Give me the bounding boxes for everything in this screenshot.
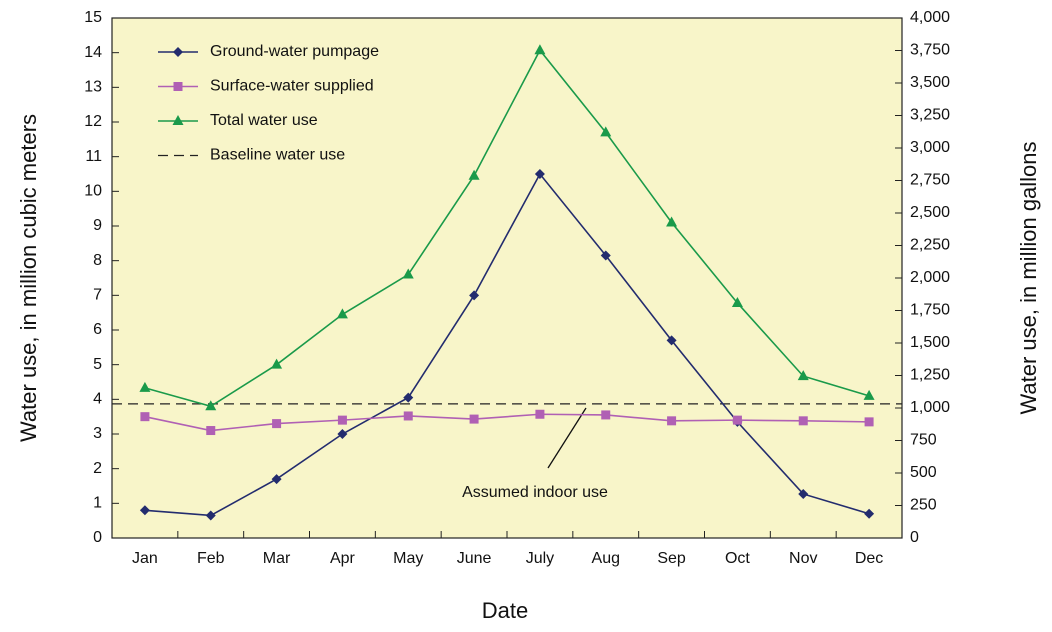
point bbox=[205, 510, 216, 521]
y-tick-label: 12 bbox=[84, 113, 102, 130]
x-axis-label: Date bbox=[482, 598, 528, 623]
x-tick-label: Sep bbox=[657, 550, 686, 567]
y-tick-label: 2 bbox=[93, 460, 102, 477]
y2-tick-label: 3,500 bbox=[910, 74, 950, 91]
y2-tick-label: 1,250 bbox=[910, 367, 950, 384]
y-tick-label: 13 bbox=[84, 79, 102, 96]
point bbox=[534, 44, 546, 55]
legend-label: Baseline water use bbox=[210, 147, 345, 164]
y-tick-label: 6 bbox=[93, 321, 102, 338]
point bbox=[337, 429, 348, 439]
y2-tick-label: 1,500 bbox=[910, 334, 950, 351]
point bbox=[139, 505, 150, 516]
y-tick-label: 1 bbox=[93, 495, 102, 512]
x-tick-label: Dec bbox=[855, 550, 883, 567]
y2-axis-label: Water use, in million gallons bbox=[1016, 141, 1041, 414]
y2-tick-label: 250 bbox=[910, 497, 937, 514]
x-tick-label: Mar bbox=[263, 550, 291, 567]
legend-label: Surface-water supplied bbox=[210, 78, 374, 95]
y-tick-label: 11 bbox=[85, 148, 102, 165]
point bbox=[798, 488, 809, 499]
x-tick-label: Oct bbox=[725, 550, 750, 567]
point bbox=[402, 268, 414, 279]
y2-tick-label: 2,500 bbox=[910, 204, 950, 221]
point bbox=[469, 290, 480, 301]
point bbox=[206, 426, 216, 436]
annotation-pointer bbox=[547, 407, 587, 469]
x-tick-label: Nov bbox=[789, 550, 817, 567]
point bbox=[601, 410, 611, 420]
y-tick-label: 8 bbox=[93, 252, 102, 269]
series-line bbox=[144, 172, 870, 517]
series-line bbox=[144, 48, 870, 408]
point bbox=[666, 335, 677, 346]
y-tick-label: 14 bbox=[84, 44, 102, 61]
point bbox=[864, 417, 874, 427]
y2-tick-label: 3,250 bbox=[910, 107, 950, 124]
point bbox=[403, 392, 414, 403]
y-tick-label: 7 bbox=[93, 287, 102, 304]
y-tick-label: 9 bbox=[93, 217, 102, 234]
point bbox=[864, 508, 875, 519]
legend-marker bbox=[172, 115, 184, 125]
x-tick-label: Jan bbox=[132, 550, 158, 567]
y2-tick-label: 1,750 bbox=[910, 302, 950, 319]
y2-tick-label: 2,000 bbox=[910, 269, 950, 286]
y2-tick-label: 3,750 bbox=[910, 42, 950, 59]
point bbox=[140, 412, 150, 422]
y2-tick-label: 2,750 bbox=[910, 172, 950, 189]
x-tick-label: Feb bbox=[197, 550, 225, 567]
x-tick-label: Aug bbox=[592, 550, 620, 567]
point bbox=[336, 308, 348, 319]
point bbox=[272, 419, 282, 429]
x-tick-label: June bbox=[457, 550, 492, 567]
point bbox=[731, 296, 743, 307]
point bbox=[732, 415, 742, 425]
legend-label: Total water use bbox=[210, 112, 318, 129]
legend-label: Ground-water pumpage bbox=[210, 43, 379, 60]
series-line bbox=[144, 413, 870, 432]
y2-tick-label: 4,000 bbox=[910, 9, 950, 26]
point bbox=[600, 126, 612, 137]
y-tick-label: 3 bbox=[93, 425, 102, 442]
point bbox=[468, 169, 480, 180]
point bbox=[798, 416, 808, 426]
point bbox=[139, 381, 151, 392]
point bbox=[534, 169, 545, 179]
y-tick-label: 10 bbox=[84, 183, 102, 200]
y2-tick-label: 3,000 bbox=[910, 139, 950, 156]
y-tick-label: 4 bbox=[93, 391, 102, 408]
point bbox=[337, 415, 347, 425]
point bbox=[403, 411, 413, 421]
y2-tick-label: 1,000 bbox=[910, 399, 950, 416]
annotation: Assumed indoor use bbox=[462, 484, 608, 501]
y-tick-label: 5 bbox=[93, 356, 102, 373]
point bbox=[205, 400, 217, 411]
x-tick-label: July bbox=[526, 550, 554, 567]
y-axis-label: Water use, in million cubic meters bbox=[16, 114, 41, 442]
point bbox=[863, 389, 875, 400]
point bbox=[535, 409, 545, 419]
point bbox=[667, 416, 677, 426]
point bbox=[271, 358, 283, 369]
y2-tick-label: 750 bbox=[910, 432, 937, 449]
y2-tick-label: 0 bbox=[910, 529, 919, 546]
y2-tick-label: 2,250 bbox=[910, 237, 950, 254]
point bbox=[469, 414, 479, 424]
point bbox=[600, 250, 611, 261]
x-tick-label: Apr bbox=[330, 550, 356, 567]
y-tick-label: 0 bbox=[93, 529, 102, 546]
y2-tick-label: 500 bbox=[910, 464, 937, 481]
plot-area bbox=[111, 17, 903, 539]
legend-marker bbox=[173, 82, 183, 91]
point bbox=[797, 370, 809, 381]
point bbox=[666, 216, 678, 227]
legend-marker bbox=[173, 47, 183, 57]
point bbox=[271, 474, 282, 485]
y-tick-label: 15 bbox=[84, 9, 102, 26]
x-tick-label: May bbox=[393, 550, 423, 567]
